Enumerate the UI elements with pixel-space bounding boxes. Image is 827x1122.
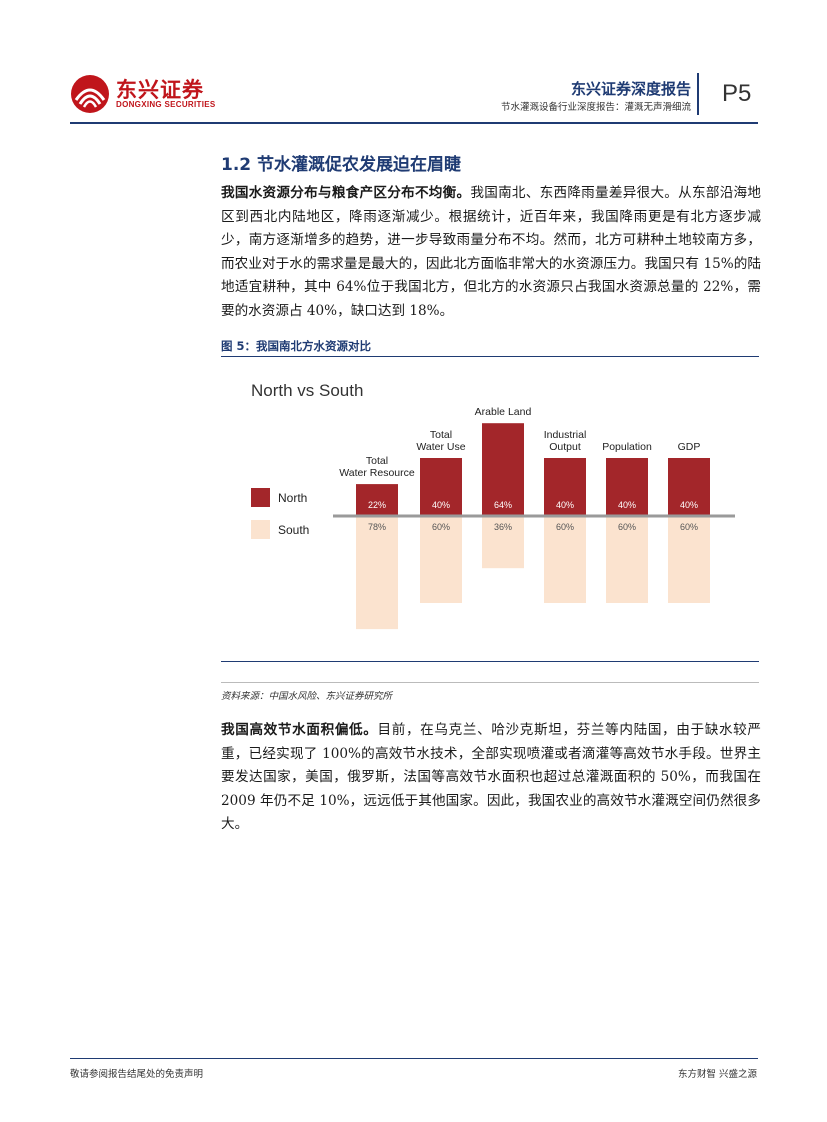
paragraph-efficient-irrigation: 我国高效节水面积偏低。目前，在乌克兰、哈沙克斯坦，芬兰等内陆国，由于缺水较严重，… — [221, 719, 761, 837]
category-label-0: Water Resource — [339, 467, 415, 479]
section-title: 1.2 节水灌溉促农发展迫在眉睫 — [221, 155, 462, 175]
legend-swatch-south — [251, 520, 270, 539]
legend-label-north: North — [278, 491, 307, 505]
footer-rule — [70, 1058, 758, 1059]
bar-south-2 — [482, 516, 524, 569]
legend-label-south: South — [278, 523, 309, 537]
company-logo-icon — [71, 75, 109, 113]
category-label-4: Population — [602, 441, 652, 453]
label-south-5: 60% — [680, 522, 698, 532]
label-north-5: 40% — [680, 500, 698, 510]
label-south-4: 60% — [618, 522, 636, 532]
label-south-2: 36% — [494, 522, 512, 532]
bar-north-2 — [482, 423, 524, 516]
category-label-1: Total — [430, 429, 452, 441]
paragraph-lead: 我国高效节水面积偏低。 — [221, 722, 378, 738]
paragraph-body: 目前，在乌克兰、哈沙克斯坦，芬兰等内陆国，由于缺水较严重，已经实现了 100%的… — [221, 722, 761, 833]
category-label-2: Arable Land — [475, 406, 532, 418]
figure-rule-top — [221, 356, 759, 357]
figure-title: 图 5：我国南北方水资源对比 — [221, 339, 372, 353]
bar-north-5 — [668, 458, 710, 516]
bar-north-4 — [606, 458, 648, 516]
page-number: P5 — [722, 80, 752, 107]
report-subtitle: 节水灌溉设备行业深度报告：灌溉无声滑细流 — [500, 102, 691, 113]
chart-title: North vs South — [251, 381, 363, 400]
label-south-1: 60% — [432, 522, 450, 532]
header-divider — [697, 73, 699, 115]
label-north-2: 64% — [494, 500, 512, 510]
legend-swatch-north — [251, 488, 270, 507]
figure-rule-bottom — [221, 661, 759, 662]
bar-south-4 — [606, 516, 648, 603]
logo-en-text: DONGXING SECURITIES — [116, 100, 216, 109]
category-label-3: Industrial — [544, 429, 587, 441]
bar-north-3 — [544, 458, 586, 516]
figure-source: 资料来源：中国水风险、东兴证券研究所 — [221, 691, 393, 702]
header-rule — [70, 122, 758, 124]
bar-south-5 — [668, 516, 710, 603]
category-label-3: Output — [549, 441, 581, 453]
category-label-1: Water Use — [416, 441, 465, 453]
bar-north-0 — [356, 484, 398, 516]
footer-slogan: 东方财智 兴盛之源 — [677, 1069, 757, 1080]
label-south-3: 60% — [556, 522, 574, 532]
source-rule — [221, 682, 759, 683]
paragraph-water-distribution: 我国水资源分布与粮食产区分布不均衡。我国南北、东西降雨量差异很大。从东部沿海地区… — [221, 182, 761, 324]
report-title: 东兴证券深度报告 — [570, 80, 691, 98]
paragraph-lead: 我国水资源分布与粮食产区分布不均衡。 — [221, 185, 471, 201]
footer-disclaimer: 敬请参阅报告结尾处的免责声明 — [70, 1069, 204, 1080]
label-north-0: 22% — [368, 500, 386, 510]
logo-cn-text: 东兴证券 — [116, 78, 204, 102]
paragraph-body: 我国南北、东西降雨量差异很大。从东部沿海地区到西北内陆地区，降雨逐渐减少。根据统… — [221, 185, 762, 319]
bar-south-3 — [544, 516, 586, 603]
category-label-5: GDP — [678, 441, 701, 453]
label-north-4: 40% — [618, 500, 636, 510]
label-south-0: 78% — [368, 522, 386, 532]
category-label-0: Total — [366, 455, 388, 467]
bar-south-1 — [420, 516, 462, 603]
label-north-1: 40% — [432, 500, 450, 510]
label-north-3: 40% — [556, 500, 574, 510]
bar-south-0 — [356, 516, 398, 630]
bar-north-1 — [420, 458, 462, 516]
